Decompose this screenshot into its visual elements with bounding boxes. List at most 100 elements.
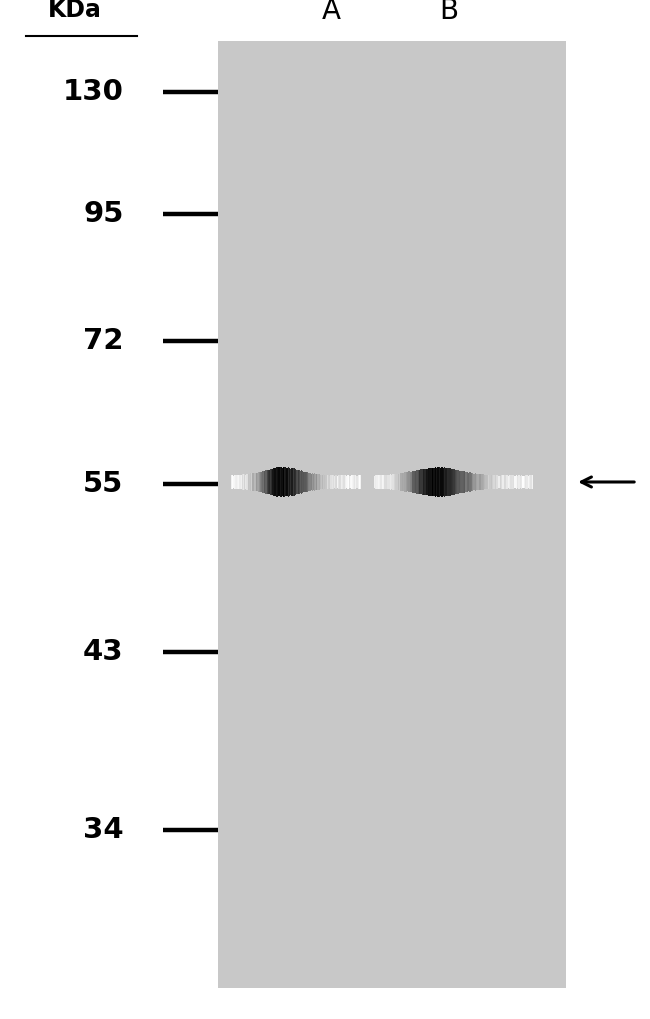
Bar	[246, 474, 247, 490]
Bar	[488, 475, 489, 489]
Bar	[346, 475, 348, 489]
Bar	[471, 473, 472, 491]
Bar	[235, 475, 236, 489]
Bar	[278, 468, 280, 496]
Bar	[508, 476, 509, 488]
Bar	[447, 468, 448, 496]
Bar	[254, 473, 255, 491]
Bar	[383, 475, 384, 489]
Bar	[440, 468, 441, 496]
Bar	[398, 474, 399, 490]
Bar	[444, 468, 445, 496]
Bar	[281, 468, 283, 496]
Bar	[399, 473, 400, 491]
Bar	[456, 470, 458, 494]
Bar	[286, 468, 287, 496]
Bar	[234, 475, 235, 489]
Bar	[280, 467, 281, 497]
Bar	[338, 475, 339, 489]
Bar	[349, 476, 350, 488]
Bar	[291, 468, 292, 496]
Bar	[299, 470, 300, 494]
Bar	[458, 470, 459, 494]
Bar	[453, 469, 455, 495]
Bar	[406, 472, 407, 492]
Bar	[352, 475, 353, 489]
Bar	[301, 470, 302, 494]
Bar	[407, 473, 408, 491]
Bar	[378, 475, 379, 489]
Bar	[467, 473, 468, 491]
Bar	[302, 472, 304, 492]
Bar	[419, 470, 420, 494]
Bar	[435, 468, 436, 496]
Bar	[358, 475, 359, 489]
Bar	[266, 470, 268, 494]
Bar	[505, 475, 506, 489]
Bar	[298, 470, 299, 494]
Bar	[300, 471, 301, 493]
Bar	[340, 475, 341, 489]
Bar	[320, 475, 322, 489]
Bar	[249, 474, 250, 490]
Bar	[328, 475, 330, 489]
Bar	[385, 475, 387, 489]
Bar	[343, 475, 344, 489]
Text: A: A	[322, 0, 341, 25]
Bar	[413, 471, 415, 493]
Bar	[408, 472, 410, 492]
Bar	[432, 468, 434, 496]
Bar	[410, 472, 411, 492]
Bar	[532, 475, 533, 489]
Bar	[529, 476, 530, 488]
Bar	[459, 471, 460, 493]
Bar	[500, 476, 501, 488]
Bar	[274, 468, 275, 496]
Bar	[248, 474, 249, 490]
Bar	[389, 475, 391, 489]
Bar	[341, 475, 343, 489]
Bar	[233, 476, 234, 488]
Bar	[492, 475, 493, 489]
Bar	[441, 468, 443, 496]
Bar	[460, 471, 462, 493]
Bar	[495, 475, 496, 489]
Bar	[394, 475, 395, 489]
Bar	[323, 474, 324, 490]
Bar	[325, 475, 326, 489]
Bar	[297, 470, 298, 494]
Bar	[309, 473, 310, 491]
Bar	[265, 470, 266, 494]
Bar	[240, 475, 242, 489]
Bar	[336, 475, 337, 489]
Bar	[292, 469, 294, 495]
Bar	[310, 473, 311, 491]
Bar	[491, 475, 492, 489]
Bar	[501, 476, 502, 488]
Bar	[455, 470, 456, 494]
Bar	[434, 468, 435, 496]
Bar	[263, 471, 265, 493]
Bar	[468, 473, 469, 491]
Bar	[351, 475, 352, 489]
Bar	[431, 468, 432, 496]
Bar	[436, 468, 437, 496]
Bar	[477, 474, 478, 490]
Bar	[289, 468, 291, 496]
Bar	[344, 475, 346, 489]
Bar	[285, 468, 286, 496]
Bar	[489, 475, 491, 489]
Bar	[420, 470, 421, 494]
Bar	[465, 472, 467, 492]
Bar	[382, 475, 383, 489]
Bar	[525, 475, 526, 489]
Bar	[506, 475, 508, 489]
Text: 72: 72	[83, 327, 124, 356]
Bar	[232, 476, 233, 488]
Bar	[474, 474, 476, 490]
Bar	[395, 474, 396, 490]
Bar	[504, 475, 505, 489]
Bar	[430, 468, 431, 496]
Bar	[335, 475, 336, 489]
Bar	[330, 475, 332, 489]
